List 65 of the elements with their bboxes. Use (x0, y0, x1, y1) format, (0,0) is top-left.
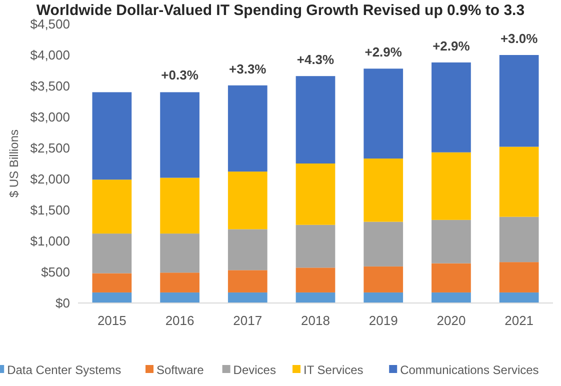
bar (228, 85, 268, 172)
y-tick-label: $500 (41, 264, 70, 280)
x-tick-label: 2017 (233, 313, 262, 328)
bar (296, 76, 336, 164)
bar (228, 270, 268, 292)
annotation: +2.9% (432, 38, 470, 54)
bar (160, 272, 200, 292)
x-tick-label: 2015 (97, 313, 126, 328)
bar (160, 234, 200, 273)
bar (92, 180, 132, 234)
x-tick-label: 2018 (301, 313, 330, 328)
bar (296, 164, 336, 225)
annotation: +2.9% (364, 44, 402, 60)
annotation: +3.3% (229, 61, 267, 76)
bar (432, 62, 471, 152)
bar (160, 92, 200, 178)
bar (92, 234, 132, 274)
bar (228, 172, 268, 230)
y-tick-label: $4,000 (30, 48, 70, 63)
bar (364, 222, 404, 266)
bar (228, 292, 268, 303)
y-tick-label: $2,000 (30, 172, 70, 187)
annotation: +3.0% (500, 31, 538, 46)
y-tick-label: $3,500 (30, 78, 70, 94)
bar (432, 292, 471, 303)
bar (432, 152, 471, 220)
y-tick-label: $4,500 (30, 16, 70, 32)
bar (499, 292, 539, 303)
y-tick-label: $0 (56, 296, 70, 311)
bar (364, 292, 404, 303)
legend-label: IT Services (304, 363, 364, 377)
bar (92, 92, 132, 180)
bar (364, 158, 404, 222)
y-tick-label: $1,000 (30, 234, 70, 249)
bar (160, 178, 200, 234)
bar (92, 292, 132, 303)
y-axis-title: $ US Billions (7, 129, 21, 198)
bar (499, 55, 539, 147)
bar (92, 273, 132, 292)
bar (364, 266, 404, 292)
bar (499, 216, 539, 262)
y-tick-label: $2,500 (30, 140, 70, 156)
legend-label: Data Center Systems (7, 363, 122, 377)
bar (499, 262, 539, 292)
bar (296, 268, 336, 292)
chart-title: Worldwide Dollar-Valued IT Spending Growth Revised up 0.9% to 3.3 (36, 2, 525, 19)
x-tick-label: 2019 (368, 313, 398, 328)
bar (499, 146, 539, 217)
x-tick-label: 2020 (436, 313, 466, 328)
y-tick-label: $1,500 (30, 202, 70, 218)
bar (296, 292, 336, 303)
bar (432, 263, 471, 292)
annotation: +4.3% (296, 52, 335, 68)
y-tick-label: $3,000 (30, 110, 70, 125)
legend-label: Devices (233, 363, 276, 377)
bar (364, 68, 404, 159)
annotation: +0.3% (161, 68, 199, 83)
legend-label: Communications Services (400, 363, 539, 377)
bar (160, 292, 200, 303)
bar (432, 220, 471, 264)
x-tick-label: 2016 (165, 313, 194, 328)
x-tick-label: 2021 (504, 313, 534, 328)
legend-label: Software (156, 363, 204, 377)
bar (296, 224, 336, 268)
bar (228, 229, 268, 270)
